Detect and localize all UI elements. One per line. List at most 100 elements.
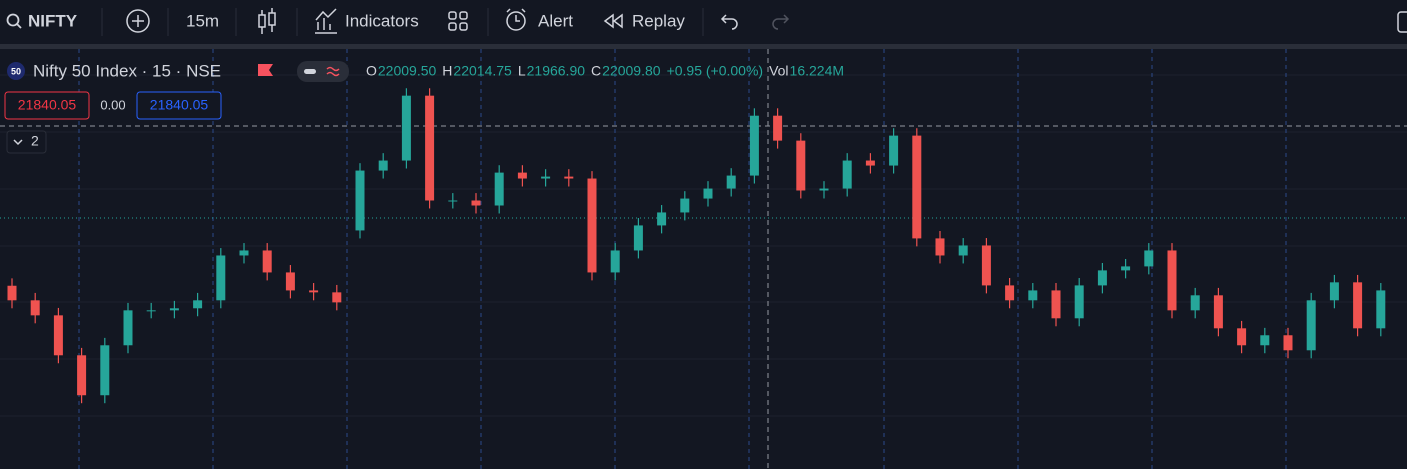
candle-body <box>842 160 852 189</box>
candle-body <box>262 250 272 273</box>
candle-body <box>796 140 806 191</box>
candle-body <box>332 292 342 303</box>
visibility-toggle[interactable] <box>297 61 349 82</box>
candle-body <box>935 238 945 256</box>
candle-body <box>633 225 643 251</box>
low-label: L <box>518 63 526 79</box>
candle-body <box>1376 290 1386 329</box>
open-label: O <box>366 63 377 79</box>
indicator-collapse[interactable] <box>6 130 47 154</box>
indicators-label[interactable]: Indicators <box>345 11 419 30</box>
candle-body <box>239 250 249 256</box>
grid-icon <box>459 11 468 20</box>
session-breaks <box>78 49 1287 469</box>
symbol-search[interactable]: NIFTY <box>6 11 78 30</box>
buy-price[interactable]: 21840.05 <box>150 97 209 113</box>
candle-body <box>1237 328 1247 346</box>
candle-body <box>309 290 319 293</box>
candle-body <box>773 115 783 141</box>
replay-label[interactable]: Replay <box>632 11 685 30</box>
candle-body <box>1097 270 1107 286</box>
candle-body <box>401 95 411 161</box>
candle-body <box>100 345 110 396</box>
sell-price[interactable]: 21840.05 <box>18 97 77 113</box>
volume: 16.224M <box>790 63 844 79</box>
sell-box[interactable] <box>4 91 90 120</box>
symbol-badge <box>7 62 25 80</box>
layout-button[interactable] <box>1397 11 1407 33</box>
close-label: C <box>591 63 601 79</box>
open: 22009.50 <box>378 63 437 79</box>
candle-body <box>7 285 17 301</box>
candle-body <box>587 178 597 273</box>
candle-body <box>1167 250 1177 311</box>
high: 22014.75 <box>453 63 512 79</box>
interval-button[interactable]: 15m <box>186 11 219 30</box>
candle-body <box>77 355 87 396</box>
alert-label[interactable]: Alert <box>538 11 573 30</box>
candle-body <box>541 176 551 179</box>
candle-body <box>1306 300 1316 351</box>
low: 21966.90 <box>527 63 586 79</box>
candle-body <box>958 245 968 256</box>
candle-body <box>912 135 922 239</box>
plus-icon <box>126 9 150 33</box>
compare-button[interactable] <box>126 9 150 33</box>
redo-button[interactable] <box>772 14 790 30</box>
candle-body <box>703 188 713 199</box>
close: 22009.80 <box>602 63 661 79</box>
candle-body <box>819 188 829 191</box>
candles <box>7 88 1386 404</box>
candle-body <box>471 200 481 206</box>
undo-button[interactable] <box>720 14 738 30</box>
toggle-icon <box>304 69 316 74</box>
candle-body <box>146 310 156 312</box>
grid-icon <box>459 22 468 31</box>
chart-type-button[interactable] <box>258 8 276 34</box>
layouts-button[interactable] <box>448 11 468 31</box>
alert-button[interactable]: Alert <box>506 8 573 31</box>
grid-icon <box>448 22 457 31</box>
indicators-button[interactable]: Indicators <box>315 8 419 34</box>
toggle-icon <box>326 66 340 77</box>
replay-button[interactable]: Replay <box>603 11 685 30</box>
candle-body <box>193 300 203 309</box>
candle-body <box>1028 290 1038 301</box>
indicators-icon <box>315 8 337 34</box>
candle-body <box>285 272 295 291</box>
candle-body <box>1074 285 1084 319</box>
candle-body <box>749 115 759 176</box>
spread: 0.00 <box>100 97 125 112</box>
candle-body <box>1260 335 1270 346</box>
candle-body <box>1051 290 1061 319</box>
candle-icon <box>258 14 266 28</box>
candle-body <box>355 170 365 231</box>
candle-body <box>1353 282 1363 329</box>
change: +0.95 (+0.00%) <box>667 63 764 79</box>
replay-icon <box>603 13 623 29</box>
candle-body <box>216 255 226 301</box>
buy-box[interactable] <box>136 91 222 120</box>
candle-body <box>1190 295 1200 311</box>
candle-body <box>169 308 179 311</box>
candle-icon <box>268 12 276 26</box>
candle-body <box>448 200 458 202</box>
alert-icon <box>506 11 526 31</box>
grid-icon <box>448 11 457 20</box>
plus-icon <box>132 15 144 27</box>
toolbar-divider <box>0 44 1407 49</box>
symbol-badge-text: 50 <box>11 66 21 76</box>
search-icon <box>16 23 22 29</box>
candle-body <box>53 315 63 356</box>
candle-body <box>726 175 736 189</box>
candle-body <box>425 95 435 201</box>
candle-body <box>123 310 133 346</box>
symbol-title: Nifty 50 Index · 15 · NSE <box>33 61 221 80</box>
flag-icon[interactable] <box>258 64 273 76</box>
candle-body <box>1213 295 1223 329</box>
candle-body <box>378 160 388 171</box>
high-label: H <box>442 63 452 79</box>
candle-body <box>680 198 690 213</box>
symbol[interactable]: NIFTY <box>28 11 78 30</box>
